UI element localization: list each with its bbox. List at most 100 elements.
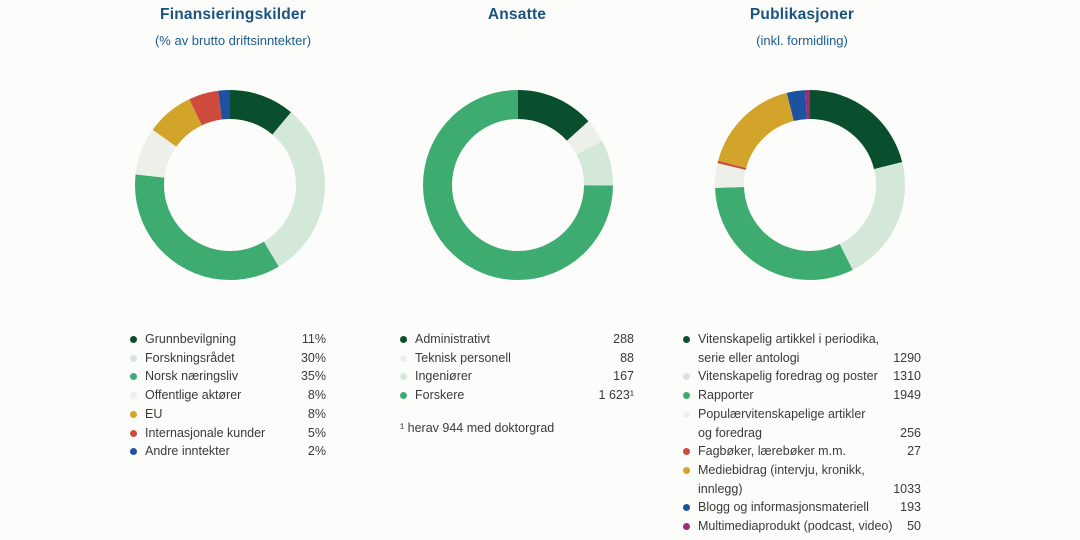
- legend-value: 193: [900, 500, 921, 515]
- donut-segment: [423, 90, 613, 280]
- legend-item: Internasjonale kunder 5%: [130, 424, 326, 443]
- legend-label: Rapporter: [698, 388, 754, 403]
- legend-color-dot: [400, 373, 407, 381]
- legend-value: 1949: [893, 388, 921, 403]
- legend-item: Rapporter 1949: [683, 386, 921, 405]
- chart-header: Publikasjoner (inkl. formidling): [683, 6, 921, 49]
- legend-value: 50: [907, 519, 921, 534]
- legend-color-dot: [130, 448, 137, 456]
- legend-item: Teknisk personell 88: [400, 349, 634, 368]
- legend-label: Fagbøker, lærebøker m.m.: [698, 444, 846, 459]
- legend-color-dot: [400, 392, 407, 400]
- legend-item: Vitenskapelig foredrag og poster 1310: [683, 367, 921, 386]
- chart-legend: Administrativt 288 Teknisk personell 88 Inge…: [400, 330, 634, 405]
- legend-color-dot: [683, 392, 690, 400]
- legend-label: Mediebidrag (intervju, kronikk, innlegg): [698, 462, 865, 496]
- donut-segment: [135, 90, 325, 280]
- legend-value: 5%: [307, 425, 326, 440]
- legend-value: 1033: [893, 481, 921, 496]
- legend-color-dot: [130, 336, 137, 343]
- chart-subtitle: (% av brutto driftsinntekter): [154, 33, 312, 48]
- chart-header: Ansatte: [400, 6, 634, 49]
- chart-legend: Vitenskapelig artikkel i periodika, seri…: [683, 330, 921, 536]
- chart-legend: Grunnbevilgning 11% Forskningsrådet 30% Nors…: [130, 330, 326, 461]
- legend-label: Blogg og informasjonsmateriell: [698, 500, 869, 515]
- donut-segment: [423, 90, 613, 280]
- legend-color-dot: [683, 466, 690, 474]
- chart-section-ansatte: Ansatte Administrativt 288 Teknisk persone…: [400, 0, 634, 540]
- legend-label: Populærvitenskapelige artikler og foredr…: [698, 406, 866, 440]
- legend-color-dot: [130, 354, 137, 362]
- legend-value: 11%: [301, 332, 326, 346]
- legend-color-dot: [130, 373, 137, 381]
- legend-color-dot: [400, 336, 407, 343]
- legend-label: Forskere: [415, 388, 465, 403]
- chart-section-publikasjoner: Publikasjoner (inkl. formidling) Vitensk…: [683, 0, 921, 540]
- legend-value: 88: [620, 350, 634, 365]
- legend-value: 35%: [300, 369, 326, 384]
- legend-label: Offentlige aktører: [145, 388, 242, 403]
- chart-subtitle: [400, 33, 634, 49]
- legend-color-dot: [683, 410, 690, 418]
- legend-color-dot: [130, 392, 137, 400]
- legend-color-dot: [400, 354, 407, 362]
- legend-value: 2%: [307, 444, 326, 459]
- legend-color-dot: [130, 410, 137, 418]
- legend-label: Internasjonale kunder: [145, 425, 266, 440]
- legend-label: Vitenskapelig artikkel i periodika, seri…: [698, 332, 880, 365]
- legend-label: Grunnbevilgning: [145, 332, 237, 346]
- legend-color-dot: [683, 448, 690, 456]
- chart-title: Ansatte: [487, 6, 547, 23]
- legend-label: Forskningsrådet: [145, 350, 235, 365]
- donut-segment: [715, 90, 905, 280]
- legend-item: Andre inntekter 2%: [130, 442, 326, 461]
- legend-value: 1 623¹: [598, 388, 634, 403]
- legend-item: Mediebidrag (intervju, kronikk, innlegg)…: [683, 461, 921, 498]
- chart-subtitle: (inkl. formidling): [756, 33, 848, 48]
- legend-item: Forskningsrådet 30%: [130, 349, 326, 368]
- donut-segment: [135, 90, 325, 280]
- donut-chart-publikasjoner: [715, 90, 905, 280]
- chart-footnote: ¹ herav 944 med doktorgrad: [400, 421, 555, 435]
- legend-item: Blogg og informasjonsmateriell 193: [683, 498, 921, 517]
- legend-value: 256: [900, 425, 921, 440]
- legend-label: Andre inntekter: [145, 444, 230, 459]
- legend-label: Teknisk personell: [415, 350, 511, 365]
- chart-title: Finansieringskilder: [160, 6, 306, 23]
- donut-segment: [715, 90, 905, 280]
- donut-chart-finansieringskilder: [135, 90, 325, 280]
- legend-value: 1290: [893, 350, 921, 365]
- legend-color-dot: [683, 504, 690, 512]
- legend-item: Multimediaprodukt (podcast, video) 50: [683, 517, 921, 536]
- legend-item: Ingeniører 167: [400, 367, 634, 386]
- legend-item: Norsk næringsliv 35%: [130, 367, 326, 386]
- donut-chart-ansatte: [423, 90, 613, 280]
- legend-label: Vitenskapelig foredrag og poster: [698, 369, 878, 384]
- donut-segment: [715, 90, 905, 280]
- legend-item: Vitenskapelig artikkel i periodika, seri…: [683, 330, 921, 367]
- legend-color-dot: [683, 523, 690, 531]
- legend-value: 1310: [893, 369, 921, 384]
- legend-item: Grunnbevilgning 11%: [130, 330, 326, 349]
- donut-segment: [715, 90, 905, 280]
- legend-label: Norsk næringsliv: [145, 369, 239, 384]
- legend-item: Administrativt 288: [400, 330, 634, 349]
- legend-value: 8%: [307, 406, 326, 421]
- legend-label: Administrativt: [415, 332, 491, 346]
- legend-color-dot: [683, 373, 690, 381]
- legend-item: Offentlige aktører 8%: [130, 386, 326, 405]
- legend-value: 288: [613, 332, 634, 346]
- legend-value: 167: [613, 369, 634, 384]
- legend-item: EU 8%: [130, 405, 326, 424]
- chart-title: Publikasjoner: [749, 6, 855, 23]
- donut-segment: [135, 90, 325, 280]
- legend-color-dot: [130, 429, 137, 437]
- chart-section-finansieringskilder: Finansieringskilder (% av brutto driftsi…: [120, 0, 326, 540]
- legend-value: 8%: [307, 388, 326, 403]
- legend-value: 27: [907, 444, 921, 459]
- legend-label: Multimediaprodukt (podcast, video): [698, 519, 893, 534]
- legend-item: Fagbøker, lærebøker m.m. 27: [683, 442, 921, 461]
- legend-item: Forskere 1 623¹: [400, 386, 634, 405]
- chart-header: Finansieringskilder (% av brutto driftsi…: [120, 6, 346, 49]
- legend-item: Populærvitenskapelige artikler og foredr…: [683, 405, 921, 442]
